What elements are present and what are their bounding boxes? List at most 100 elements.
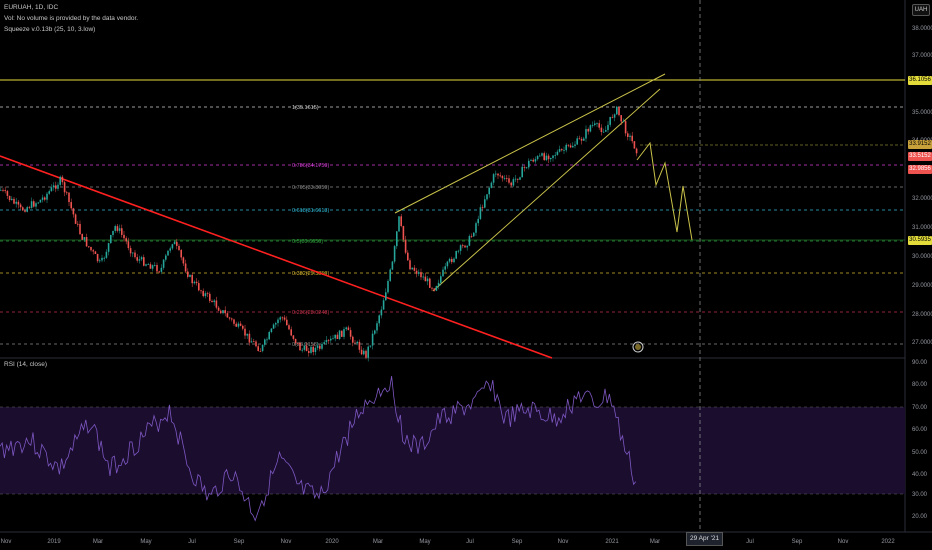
candle-body: [178, 245, 180, 251]
time-tick-label: 2021: [605, 539, 619, 545]
candle-body: [404, 239, 407, 253]
candle-body: [261, 344, 264, 352]
candle-body: [224, 310, 226, 314]
time-axis[interactable]: Nov 2019 Mar May Jul Sep Nov 2020 Mar May Jul Sep No…: [1, 539, 896, 545]
candle-body: [508, 178, 510, 183]
candle-body: [411, 267, 413, 270]
candle-body: [576, 138, 578, 145]
candle-body: [363, 350, 365, 355]
price-tick-label: 32.0000: [912, 196, 932, 202]
symbol-legend[interactable]: EURUAH, 1D, IDC: [4, 4, 59, 11]
candle-body: [453, 258, 455, 263]
candle-body: [151, 265, 154, 269]
candlestick-series: [0, 105, 638, 362]
candle-body: [189, 274, 191, 277]
candle-body: [486, 194, 488, 200]
candle-body: [398, 216, 400, 232]
candle-body: [475, 223, 477, 233]
projection-path[interactable]: [636, 141, 693, 241]
time-tick-label: Mar: [373, 539, 383, 545]
candle-body: [413, 267, 416, 271]
downtrend-line[interactable]: [0, 155, 553, 359]
date-marker: 29 Apr '21: [686, 532, 724, 546]
candle-body: [583, 138, 585, 141]
candle-body: [400, 216, 402, 227]
volume-note: Vol: No volume is provided by the data v…: [4, 15, 139, 22]
candle-body: [415, 270, 418, 274]
fib-level-label: 0.705(33.8059): [292, 185, 329, 191]
rsi-axis[interactable]: 90.00 80.00 70.00 60.00 50.00 40.00 30.00 20.00: [912, 360, 928, 520]
current-price-label: 33.9152: [908, 140, 932, 149]
currency-badge[interactable]: UAH: [912, 4, 930, 16]
rsi-tick-label: 80.00: [912, 382, 928, 388]
candle-body: [446, 261, 449, 267]
candle-body: [6, 191, 9, 196]
fib-level-label: 0.382(29.3859): [292, 271, 329, 277]
candle-body: [8, 195, 11, 201]
indicator-legend[interactable]: Squeeze v.0.13b (25, 10, 3.low): [4, 26, 96, 33]
candle-body: [200, 290, 202, 292]
candle-body: [528, 160, 530, 168]
candle-body: [613, 114, 616, 118]
candle-body: [15, 201, 17, 204]
candle-body: [233, 319, 235, 324]
candle-body: [457, 250, 460, 252]
time-tick-label: Jul: [746, 539, 754, 545]
candle-body: [11, 198, 13, 201]
wedge-lower-line[interactable]: [432, 88, 661, 292]
candle-body: [459, 245, 462, 251]
candle-body: [116, 226, 119, 231]
candle-body: [499, 175, 501, 177]
candle-body: [253, 341, 255, 343]
price-tick-label: 31.0000: [912, 225, 932, 231]
candle-body: [371, 333, 374, 346]
candle-body: [279, 317, 281, 320]
candle-body: [437, 282, 440, 287]
candle-body: [277, 319, 279, 324]
candle-body: [347, 327, 350, 331]
candle-body: [407, 252, 409, 261]
price-axis[interactable]: 38.000037.000036.000035.000034.000033.00…: [912, 26, 932, 346]
candle-body: [99, 260, 101, 262]
time-tick-label: Mar: [93, 539, 103, 545]
candle-body: [167, 250, 169, 256]
candle-body: [569, 145, 572, 148]
candle-body: [596, 123, 598, 125]
candle-body: [451, 258, 453, 263]
alert-circle-icon[interactable]: [632, 341, 644, 353]
candle-body: [217, 307, 220, 311]
candle-body: [431, 287, 433, 289]
candle-body: [272, 324, 275, 329]
candle-body: [402, 226, 405, 240]
candle-body: [259, 350, 262, 352]
price-tick-label: 29.0000: [912, 283, 932, 289]
candle-body: [246, 333, 248, 336]
candle-body: [358, 341, 361, 350]
candle-body: [396, 231, 398, 247]
candle-body: [356, 341, 358, 344]
candle-body: [22, 207, 24, 211]
candle-body: [521, 166, 523, 178]
candle-body: [567, 144, 570, 146]
rsi-legend[interactable]: RSI (14, close): [4, 361, 47, 368]
candle-body: [464, 245, 466, 248]
candle-body: [574, 144, 576, 146]
candle-body: [490, 182, 493, 188]
candle-body: [44, 197, 46, 200]
wedge-upper-line[interactable]: [394, 73, 666, 214]
time-tick-label: Jul: [188, 539, 196, 545]
candle-body: [627, 133, 629, 137]
fib-retracement[interactable]: 1(35.1615) 0.786(34.1759) 0.705(33.8059) 0.…: [0, 105, 905, 348]
candle-body: [46, 193, 48, 200]
candle-body: [213, 300, 215, 303]
candle-body: [470, 236, 473, 237]
candle-body: [629, 135, 631, 137]
candle-body: [514, 178, 517, 180]
candle-body: [448, 258, 451, 262]
candle-body: [244, 328, 246, 336]
candle-body: [292, 335, 295, 339]
candle-body: [275, 323, 277, 325]
candle-body: [143, 257, 145, 266]
candle-body: [156, 264, 158, 272]
